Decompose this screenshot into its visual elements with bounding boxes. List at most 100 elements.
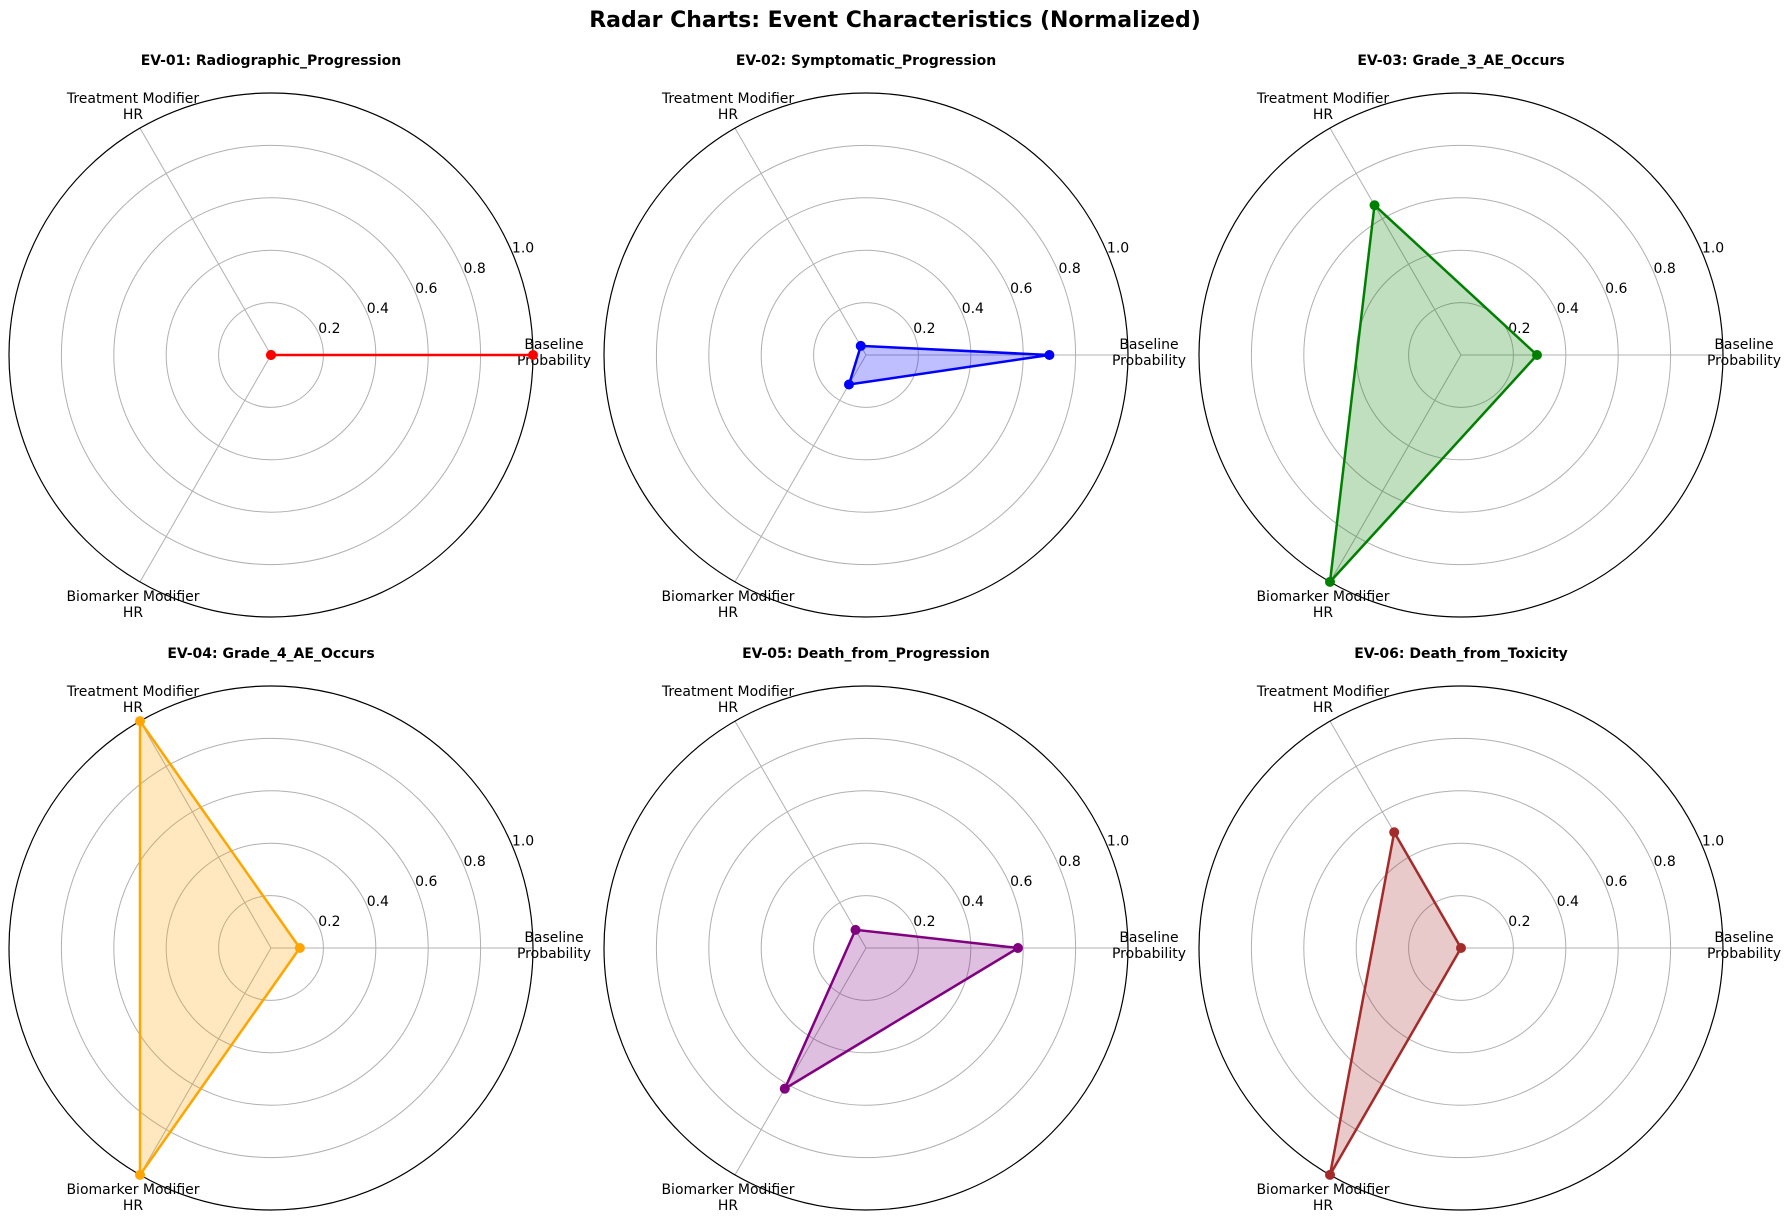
r-tick-label: 0.2: [318, 914, 340, 930]
data-point: [1044, 350, 1055, 360]
data-point: [850, 924, 861, 935]
r-tick-label: 0.4: [962, 894, 984, 910]
series-area: [849, 345, 1050, 385]
outer-frame: [1198, 685, 1724, 1211]
series-line: [847, 344, 1050, 387]
panel-title: EV-02: Symptomatic_Progression: [736, 53, 996, 69]
data-point: [1456, 943, 1466, 953]
data-point: [1531, 350, 1542, 360]
series-area: [1330, 832, 1461, 1175]
data-point: [1369, 200, 1380, 211]
axis-label: Biomarker Modifier HR: [1256, 589, 1389, 621]
series-area: [140, 721, 300, 1175]
axis-label: Baseline Probability: [517, 337, 591, 369]
series-line: [138, 717, 302, 1179]
radar-panel: EV-02: Symptomatic_Progression 0.2 0.4 0.6 0…: [603, 53, 1186, 621]
r-tick-label: 0.6: [415, 874, 437, 890]
r-tick-label: 0.4: [1557, 894, 1579, 910]
r-tick-label: 0.2: [1508, 914, 1530, 930]
radar-panel: EV-01: Radiographic_Progression 0.2 0.4 0.6…: [8, 53, 591, 621]
grid-spoke: [734, 127, 867, 356]
data-point: [294, 943, 305, 953]
axis-label: Biomarker Modifier HR: [1256, 1182, 1389, 1214]
figure-title: Radar Charts: Event Characteristics (Nor…: [589, 8, 1201, 33]
data-point: [855, 340, 866, 351]
axis-label: Biomarker Modifier HR: [661, 1182, 794, 1214]
grid-spoke: [1329, 127, 1462, 356]
grid-spoke: [139, 720, 272, 949]
r-tick-label: 1.0: [1107, 241, 1129, 257]
data-point: [779, 1083, 790, 1094]
axis-label: Baseline Probability: [1707, 337, 1781, 369]
axis-label: Treatment Modifier HR: [661, 91, 795, 123]
r-tick-label: 0.2: [318, 321, 340, 337]
data-point: [135, 716, 145, 727]
r-tick-label: 0.6: [1605, 281, 1627, 297]
axis-label: Biomarker Modifier HR: [66, 589, 199, 621]
r-tick-label: 0.8: [1059, 261, 1081, 277]
r-tick-label: 1.0: [512, 241, 534, 257]
grid-spoke: [139, 354, 272, 583]
r-tick-label: 0.8: [1654, 854, 1676, 870]
r-tick-label: 1.0: [1702, 834, 1724, 850]
axis-label: Treatment Modifier HR: [1256, 91, 1390, 123]
grid-spoke: [734, 720, 867, 949]
data-point: [135, 1169, 145, 1180]
r-tick-label: 0.6: [415, 281, 437, 297]
panel-title: EV-06: Death_from_Toxicity: [1354, 646, 1568, 662]
axis-label: Baseline Probability: [517, 930, 591, 962]
data-point: [528, 350, 538, 360]
panel-title: EV-05: Death_from_Progression: [742, 646, 990, 662]
axis-label: Treatment Modifier HR: [66, 684, 200, 716]
radar-panels: EV-01: Radiographic_Progression 0.2 0.4 0.6…: [8, 53, 1781, 1214]
r-tick-label: 0.8: [1059, 854, 1081, 870]
axis-label: Biomarker Modifier HR: [661, 589, 794, 621]
r-tick-label: 0.8: [1654, 261, 1676, 277]
r-tick-label: 0.2: [913, 321, 935, 337]
radar-panel: EV-03: Grade_3_AE_Occurs0.20.40.60.81.0B…: [1198, 53, 1781, 621]
r-tick-label: 0.8: [464, 261, 486, 277]
grid-spoke: [734, 947, 867, 1176]
series-area: [784, 929, 1018, 1089]
outer-frame: [1198, 92, 1724, 618]
series-line: [1328, 828, 1463, 1176]
r-tick-label: 0.6: [1010, 874, 1032, 890]
axis-label: Biomarker Modifier HR: [66, 1182, 199, 1214]
data-point: [266, 350, 276, 360]
r-tick-label: 1.0: [1107, 834, 1129, 850]
series-line: [782, 928, 1022, 1092]
r-tick-label: 0.4: [367, 301, 389, 317]
r-tick-label: 1.0: [1702, 241, 1724, 257]
panel-title: EV-03: Grade_3_AE_Occurs: [1357, 53, 1564, 69]
panel-title: EV-04: Grade_4_AE_Occurs: [167, 646, 374, 662]
outer-frame: [8, 685, 534, 1211]
axis-label: Treatment Modifier HR: [661, 684, 795, 716]
data-point: [1325, 1169, 1335, 1180]
data-point: [1325, 576, 1335, 587]
outer-frame: [603, 685, 1129, 1211]
axis-label: Baseline Probability: [1112, 930, 1186, 962]
grid-spoke: [1329, 354, 1462, 583]
data-point: [843, 379, 854, 390]
r-tick-label: 0.6: [1010, 281, 1032, 297]
r-tick-label: 0.4: [367, 894, 389, 910]
r-tick-label: 1.0: [512, 834, 534, 850]
series-line: [1328, 202, 1539, 586]
data-point: [1389, 827, 1400, 838]
r-tick-label: 0.6: [1605, 874, 1627, 890]
data-point: [1012, 943, 1023, 953]
panel-title: EV-01: Radiographic_Progression: [141, 53, 402, 69]
radar-panel: EV-06: Death_from_Toxicity 0.2 0.4 0.6 0.8 1.…: [1198, 646, 1781, 1214]
grid-spoke: [734, 354, 867, 583]
r-tick-label: 0.8: [464, 854, 486, 870]
r-tick-label: 0.4: [1557, 301, 1579, 317]
radar-panel: EV-04: Grade_4_AE_Occurs 0.2 0.4 0.6 0.8 1.0 B…: [8, 646, 591, 1214]
axis-label: Treatment Modifier HR: [1256, 684, 1390, 716]
outer-frame: [603, 92, 1129, 618]
radar-panel: EV-05: Death_from_Progression 0.2 0.4 0.6 0.…: [603, 646, 1186, 1214]
r-tick-label: 0.4: [962, 301, 984, 317]
axis-label: Baseline Probability: [1707, 930, 1781, 962]
series-area: [1330, 205, 1537, 582]
grid-spoke: [139, 127, 272, 356]
